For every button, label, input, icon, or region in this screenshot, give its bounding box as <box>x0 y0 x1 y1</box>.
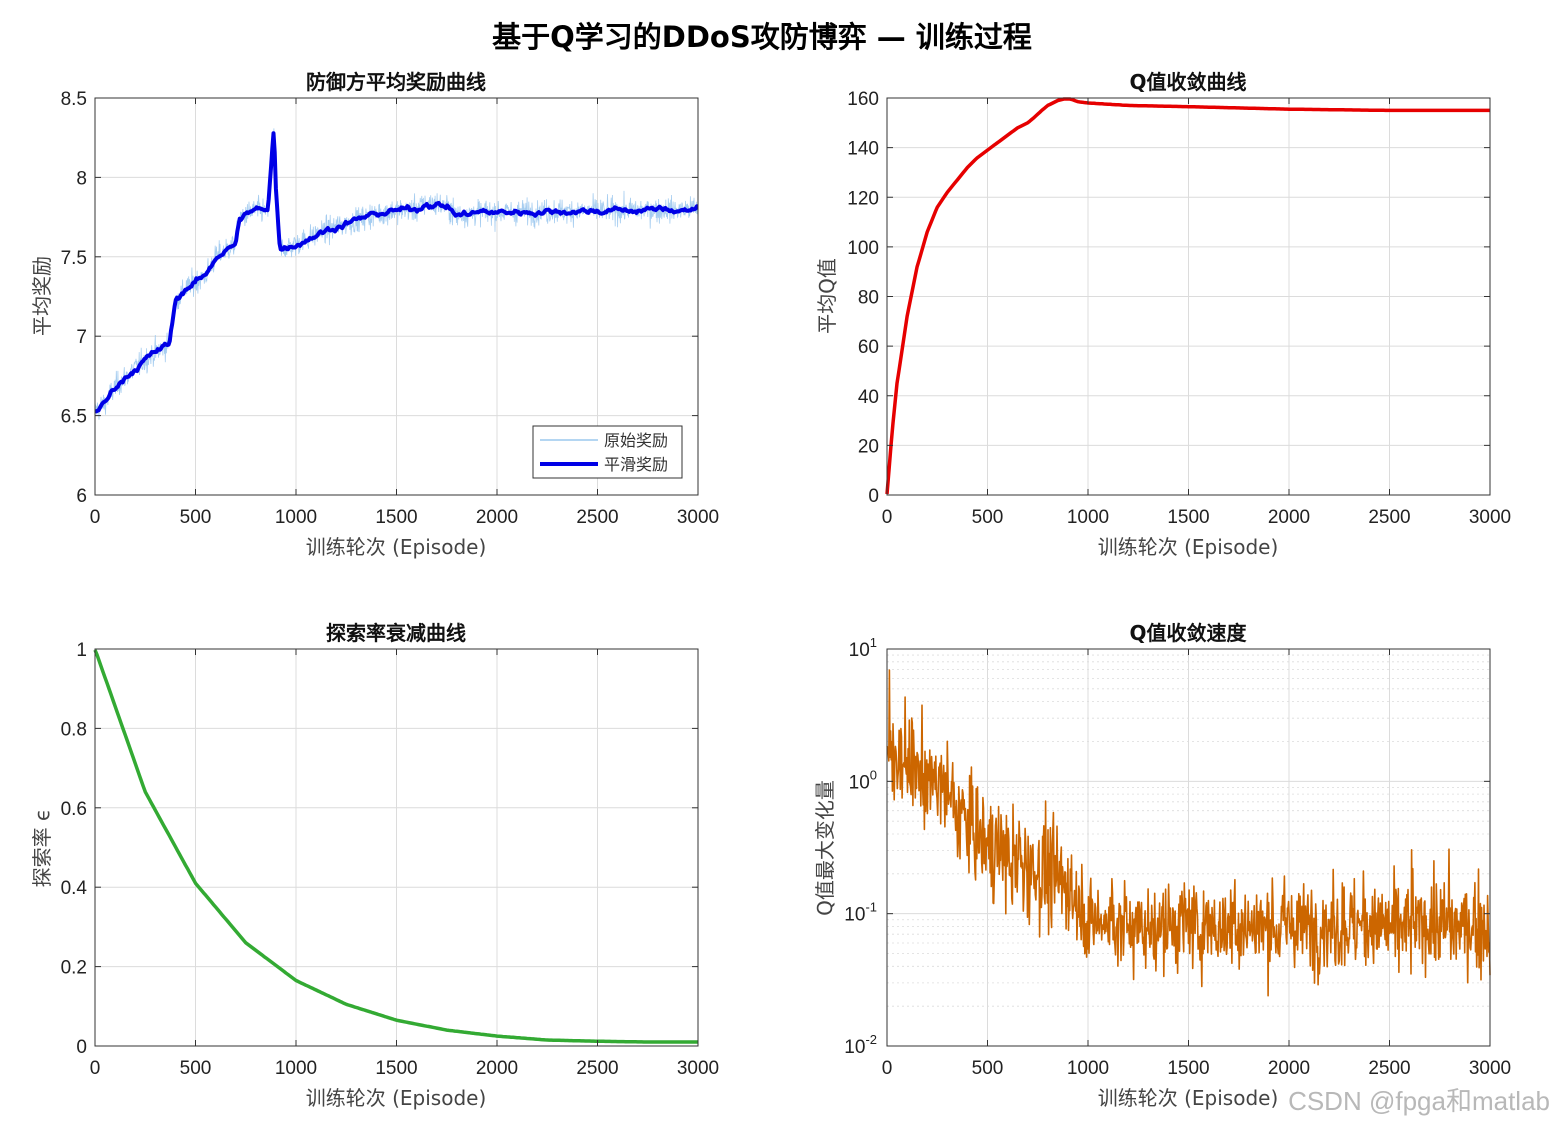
x-tick-label: 500 <box>972 1058 1004 1079</box>
x-tick-label: 2500 <box>1368 507 1410 528</box>
q-value-chart: Q值收敛曲线 训练轮次 (Episode) 平均Q值 0 500 1000 1500 2… <box>815 70 1511 559</box>
y-tick-label: 6.5 <box>61 407 87 428</box>
x-tick-label: 2000 <box>476 507 518 528</box>
x-tick-label: 2500 <box>576 507 618 528</box>
y-tick-label: 140 <box>847 139 879 160</box>
q-delta-chart-title: Q值收敛速度 <box>1129 621 1247 645</box>
y-tick-label: 0.4 <box>61 878 88 899</box>
y-tick-label: 1 <box>76 640 87 661</box>
reward-chart-ylabel: 平均奖励 <box>30 256 54 336</box>
q-delta-chart: Q值收敛速度 训练轮次 (Episode) Q值最大变化量 0 500 1000 15… <box>813 621 1511 1110</box>
y-tick-label: 8 <box>76 168 87 189</box>
y-tick-label: 100 <box>849 767 877 793</box>
x-tick-label: 2500 <box>1368 1058 1410 1079</box>
watermark: CSDN @fpga和matlab <box>1288 1086 1550 1116</box>
x-tick-label: 0 <box>882 507 893 528</box>
y-tick-label: 40 <box>858 387 879 408</box>
legend-box <box>532 425 683 479</box>
x-tick-label: 2500 <box>576 1058 618 1079</box>
reward-legend: 原始奖励 平滑奖励 <box>532 425 683 479</box>
x-tick-label: 3000 <box>677 1058 719 1079</box>
y-tick-label: 0.2 <box>61 958 87 979</box>
y-tick-label: 7.5 <box>61 248 87 269</box>
q-value-chart-title: Q值收敛曲线 <box>1129 70 1246 94</box>
y-tick-label: 0 <box>868 486 879 507</box>
x-tick-label: 0 <box>90 507 101 528</box>
y-tick-label: 0.8 <box>61 719 87 740</box>
x-tick-label: 500 <box>180 507 212 528</box>
x-tick-label: 3000 <box>677 507 719 528</box>
q-delta-line <box>886 669 1491 997</box>
x-tick-label: 3000 <box>1469 507 1511 528</box>
y-tick-label: 10-1 <box>844 900 877 926</box>
reward-chart-title: 防御方平均奖励曲线 <box>306 70 486 94</box>
epsilon-chart-xlabel: 训练轮次 (Episode) <box>306 1086 487 1110</box>
epsilon-chart-title: 探索率衰减曲线 <box>326 621 466 645</box>
reward-chart-xlabel: 训练轮次 (Episode) <box>306 535 487 559</box>
figure-title: 基于Q学习的DDoS攻防博弈 — 训练过程 <box>492 20 1032 54</box>
y-tick-label: 10-2 <box>844 1032 877 1058</box>
x-tick-label: 500 <box>180 1058 212 1079</box>
smoothed-reward-line <box>94 131 699 414</box>
x-tick-label: 2000 <box>476 1058 518 1079</box>
x-tick-label: 0 <box>90 1058 101 1079</box>
x-tick-label: 2000 <box>1268 1058 1310 1079</box>
y-tick-label: 60 <box>858 337 879 358</box>
x-tick-label: 1000 <box>275 507 317 528</box>
epsilon-chart: 探索率衰减曲线 训练轮次 (Episode) 探索率 ϵ 0 500 1000 150… <box>30 621 719 1110</box>
y-tick-label: 100 <box>847 238 879 259</box>
x-tick-label: 1000 <box>1067 507 1109 528</box>
y-tick-label: 20 <box>858 436 879 457</box>
y-tick-label: 80 <box>858 288 879 309</box>
x-tick-label: 1000 <box>275 1058 317 1079</box>
y-tick-label: 0 <box>76 1037 87 1058</box>
q-delta-chart-xlabel: 训练轮次 (Episode) <box>1098 1086 1279 1110</box>
y-tick-label: 160 <box>847 89 879 110</box>
x-tick-label: 1500 <box>1167 1058 1209 1079</box>
x-tick-label: 3000 <box>1469 1058 1511 1079</box>
legend-label-raw: 原始奖励 <box>604 431 668 450</box>
x-tick-label: 2000 <box>1268 507 1310 528</box>
x-tick-label: 1500 <box>375 1058 417 1079</box>
reward-chart: 防御方平均奖励曲线 训练轮次 (Episode) 平均奖励 0 500 1000 15… <box>30 70 719 559</box>
x-tick-label: 0 <box>882 1058 893 1079</box>
qvalue-line <box>885 97 1490 495</box>
q-delta-chart-ylabel: Q值最大变化量 <box>813 780 837 916</box>
q-value-chart-xlabel: 训练轮次 (Episode) <box>1098 535 1279 559</box>
epsilon-chart-ylabel: 探索率 ϵ <box>30 809 54 888</box>
x-tick-label: 500 <box>972 507 1004 528</box>
y-tick-label: 0.6 <box>61 799 87 820</box>
legend-label-smooth: 平滑奖励 <box>604 455 668 474</box>
x-tick-label: 1500 <box>375 507 417 528</box>
x-tick-label: 1500 <box>1167 507 1209 528</box>
y-tick-label: 7 <box>76 327 87 348</box>
y-tick-label: 120 <box>847 188 879 209</box>
x-tick-label: 1000 <box>1067 1058 1109 1079</box>
y-tick-label: 101 <box>849 635 877 661</box>
q-value-chart-ylabel: 平均Q值 <box>815 258 839 334</box>
y-tick-label: 8.5 <box>61 89 87 110</box>
y-tick-label: 6 <box>76 486 87 507</box>
